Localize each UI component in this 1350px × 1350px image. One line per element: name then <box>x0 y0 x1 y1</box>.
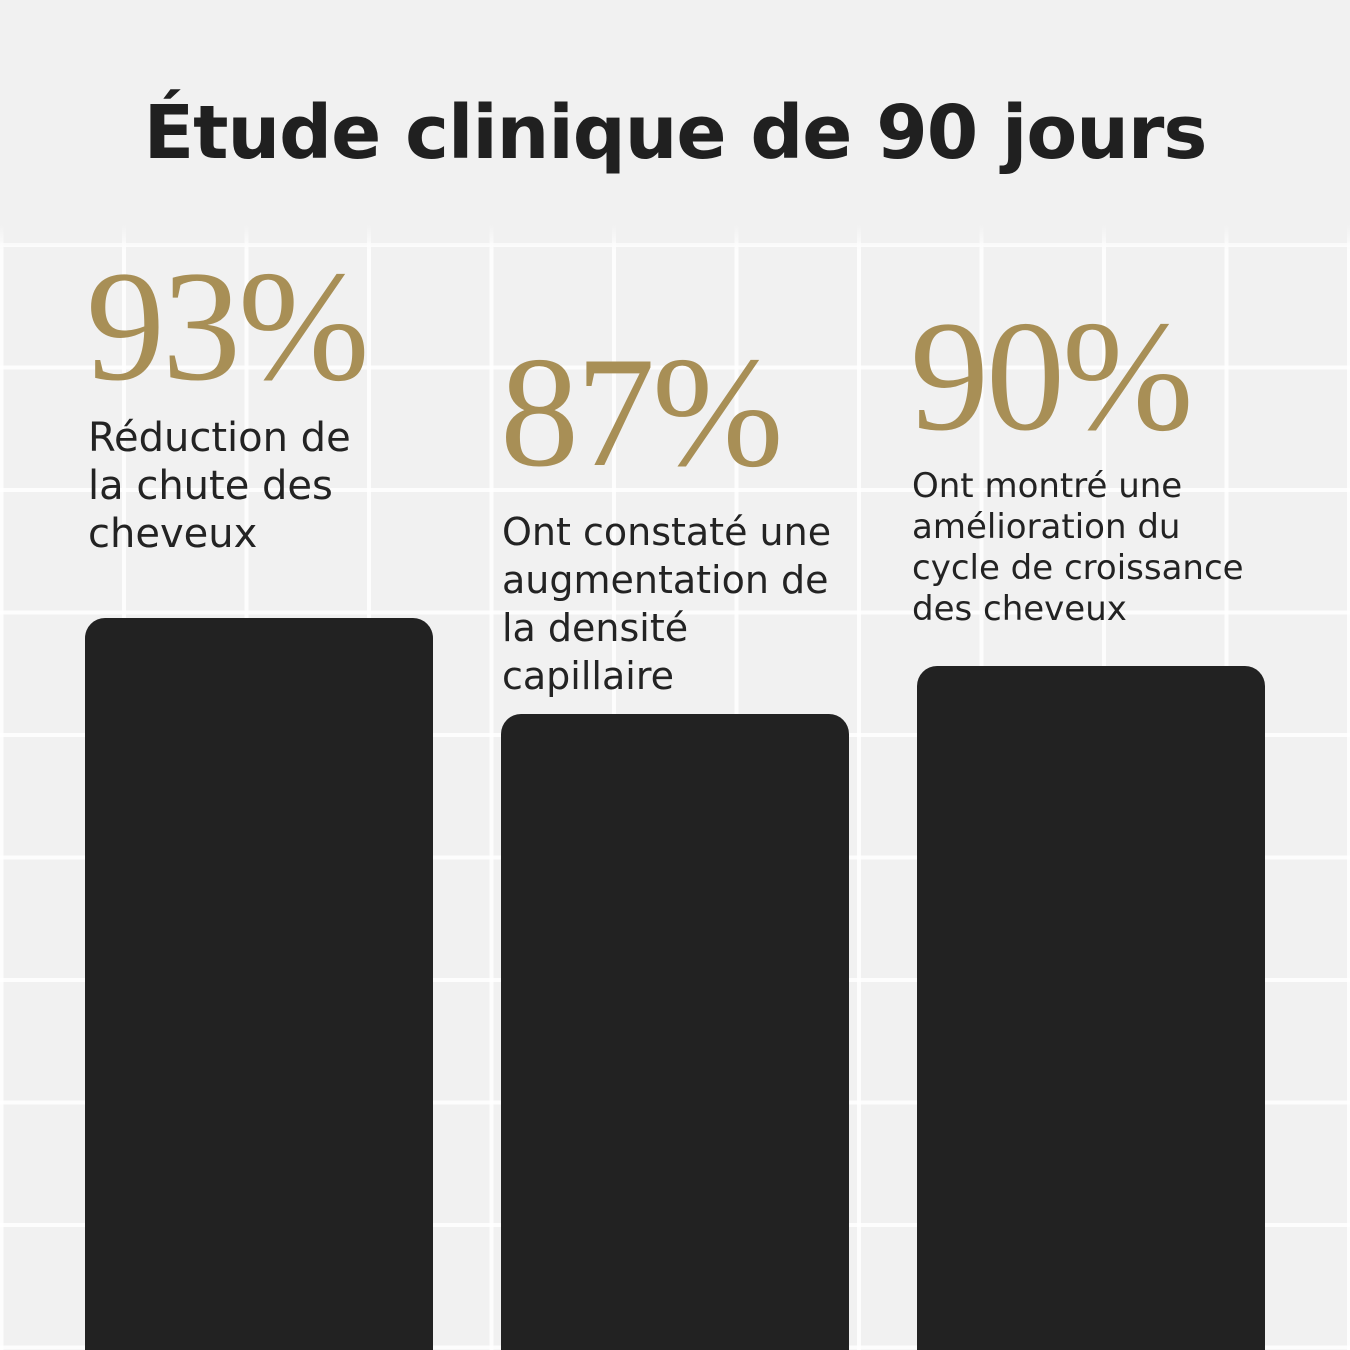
value-label: 90% <box>910 289 1194 464</box>
value-label: 87% <box>500 325 784 500</box>
bar <box>501 714 849 1350</box>
bar <box>85 618 433 1350</box>
category-label-line: Ont montré une <box>912 466 1183 506</box>
category-label-line: la chute des <box>88 463 333 509</box>
category-label-line: des cheveux <box>912 589 1127 629</box>
category-label: Ont constaté une augmentation de la dens… <box>502 508 882 700</box>
stat-column-density: 87% Ont constaté une augmentation de la … <box>500 325 882 700</box>
category-label-line: augmentation de <box>502 558 829 602</box>
bar <box>917 666 1265 1350</box>
stat-column-growth-cycle: 90% Ont montré une amélioration du cycle… <box>910 289 1312 630</box>
category-label: Réduction de la chute des cheveux <box>88 414 468 558</box>
value-label: 93% <box>86 239 370 414</box>
category-label-line: cycle de croissance <box>912 548 1244 588</box>
chart-title: Étude clinique de 90 jours <box>143 90 1208 176</box>
header-background <box>0 0 1350 250</box>
category-label-line: amélioration du <box>912 507 1181 547</box>
stat-column-hair-loss: 93% Réduction de la chute des cheveux <box>86 239 468 558</box>
category-label: Ont montré une amélioration du cycle de … <box>912 466 1312 630</box>
category-label-line: capillaire <box>502 654 674 698</box>
category-label-line: cheveux <box>88 511 258 557</box>
category-label-line: la densité <box>502 606 689 650</box>
category-label-line: Ont constaté une <box>502 510 832 554</box>
category-label-line: Réduction de <box>88 415 351 461</box>
